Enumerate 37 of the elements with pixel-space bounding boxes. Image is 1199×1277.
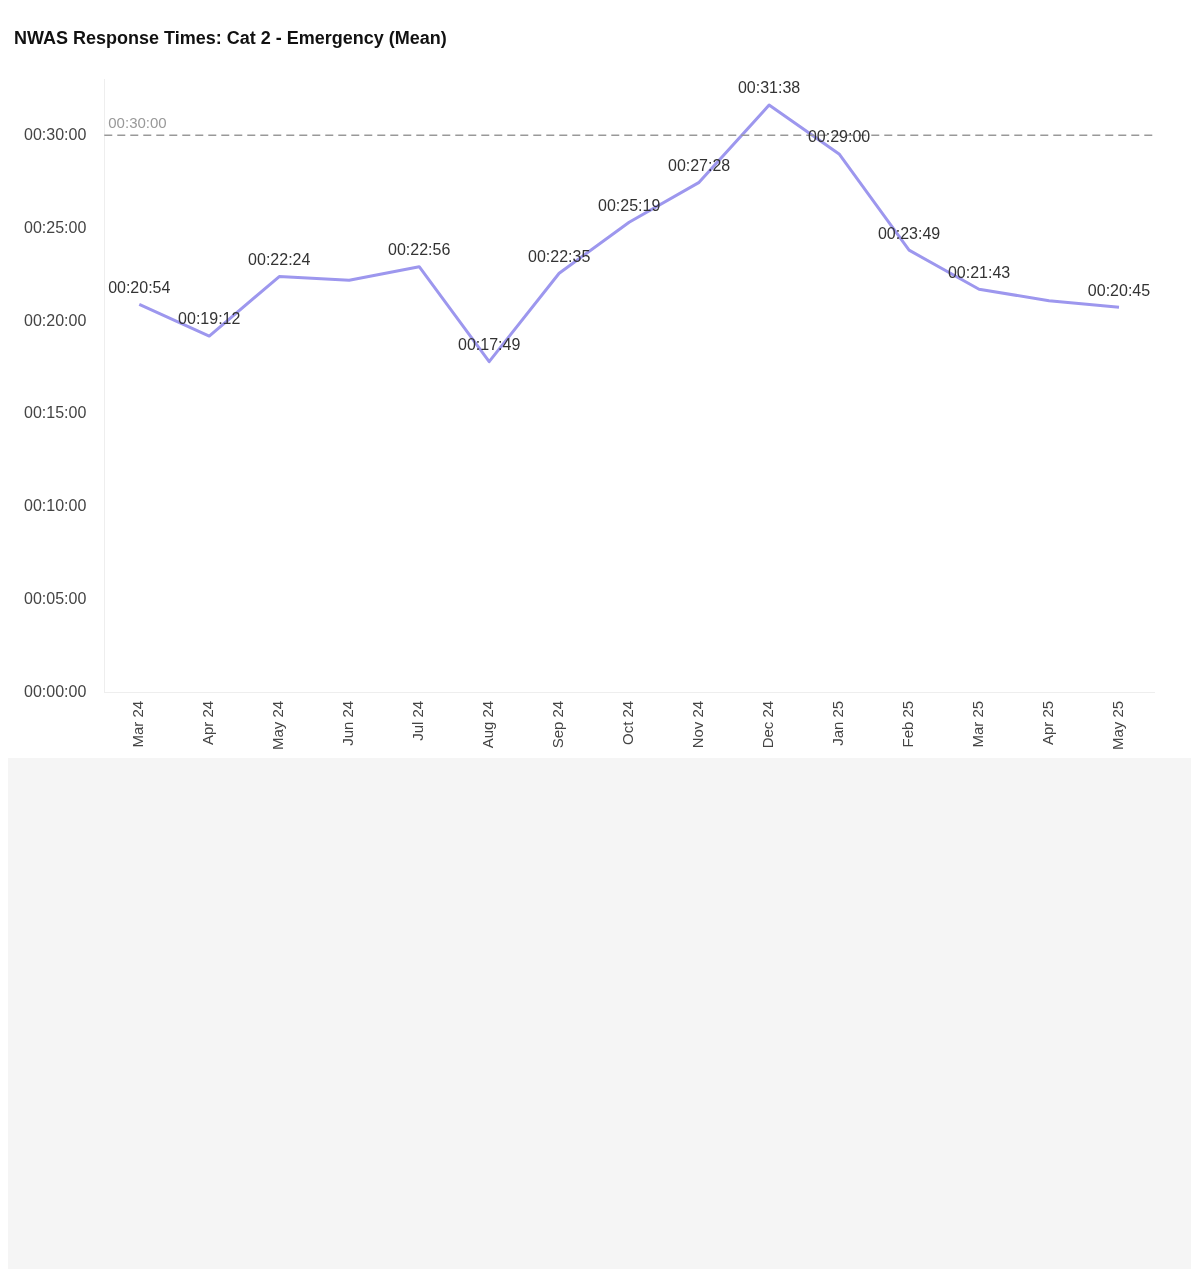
data-label: 00:29:00	[807, 128, 871, 146]
x-tick-label: Apr 24	[199, 700, 217, 746]
y-tick-label: 00:20:00	[24, 311, 87, 329]
data-label: 00:22:56	[388, 241, 451, 259]
x-tick-label: Feb 25	[899, 700, 917, 748]
data-label: 00:25:19	[598, 196, 661, 214]
data-label: 00:20:54	[108, 278, 171, 296]
x-tick-label: Jan 25	[829, 700, 847, 746]
x-tick-label: Oct 24	[619, 700, 637, 745]
data-label: 00:19:12	[178, 310, 241, 328]
data-label: 00:22:24	[248, 250, 311, 268]
ref-line-label: 00:30:00	[108, 113, 167, 131]
x-tick-label: Nov 24	[689, 700, 707, 749]
x-tick-label: Aug 24	[479, 700, 497, 749]
y-tick-label: 00:30:00	[24, 125, 87, 143]
chart-title: NWAS Response Times: Cat 2 - Emergency (Mean)	[14, 27, 447, 48]
x-tick-label: Mar 24	[129, 700, 147, 748]
y-tick-label: 00:15:00	[24, 404, 87, 422]
y-tick-label: 00:05:00	[24, 590, 87, 608]
data-label: 00:27:28	[667, 156, 731, 174]
x-tick-label: May 24	[269, 700, 287, 751]
x-tick-label: Dec 24	[759, 700, 777, 749]
x-tick-label: Apr 25	[1039, 700, 1057, 746]
y-tick-label: 00:10:00	[24, 497, 87, 515]
data-label: 00:17:49	[458, 336, 521, 354]
data-label: 00:20:45	[1087, 281, 1151, 299]
x-tick-label: May 25	[1109, 700, 1127, 751]
data-label: 00:31:38	[737, 79, 801, 97]
x-tick-label: Sep 24	[549, 700, 567, 749]
y-tick-label: 00:25:00	[24, 218, 87, 236]
x-tick-label: Mar 25	[969, 700, 987, 748]
x-tick-label: Jul 24	[409, 700, 427, 741]
data-label: 00:22:35	[528, 247, 591, 265]
data-label: 00:23:49	[877, 224, 941, 242]
x-tick-label: Jun 24	[339, 700, 357, 746]
data-label: 00:21:43	[947, 263, 1011, 281]
y-tick-label: 00:00:00	[24, 683, 87, 701]
